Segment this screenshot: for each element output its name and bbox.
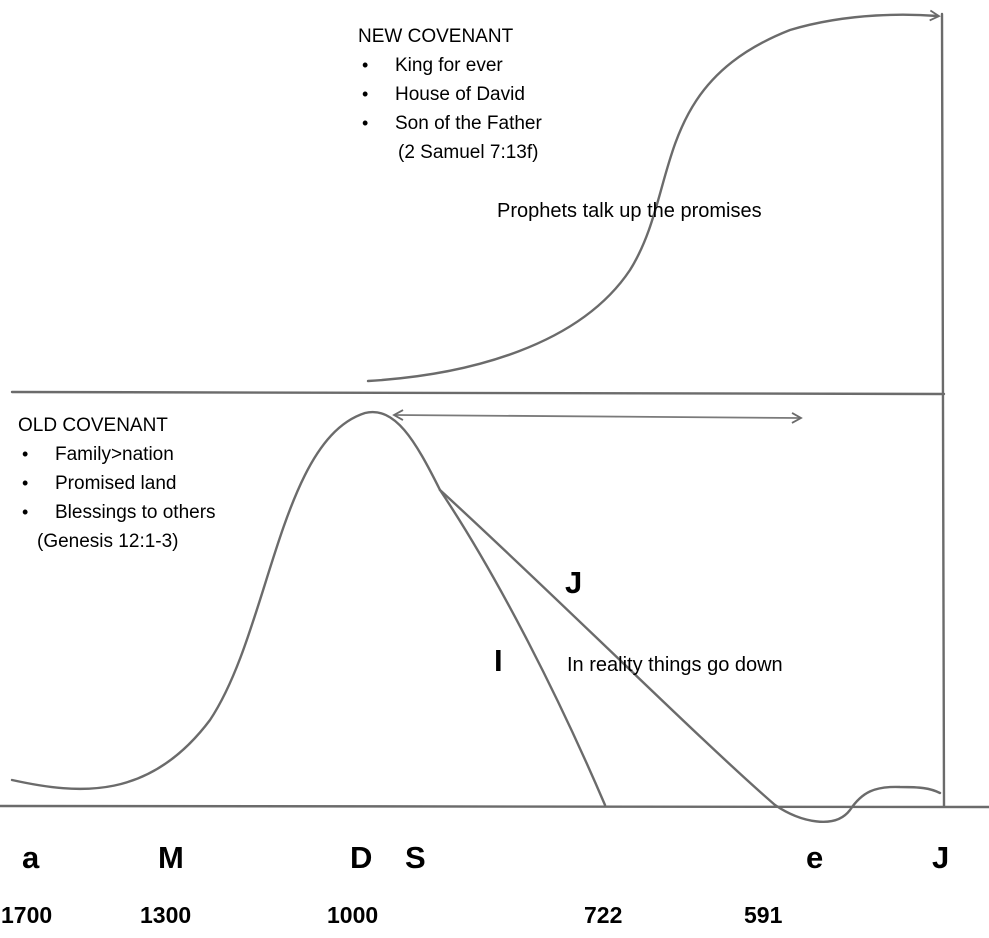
list-item: • Promised land [18,469,216,498]
list-item: • House of David [358,80,542,109]
bullet-icon: • [22,502,29,522]
branch-j-label: J [565,565,583,600]
old-covenant-reference: (Genesis 12:1-3) [37,531,179,552]
new-covenant-reference: (2 Samuel 7:13f) [398,142,539,163]
bullet-icon: • [362,84,369,104]
covenant-divider-line [10,390,946,396]
old-covenant-heading: OLD COVENANT [18,415,168,436]
old-covenant-block: OLD COVENANT • Family>nation • Promised la… [18,411,216,556]
year-1700: 1700 [1,902,53,928]
list-item: • Son of the Father [358,109,542,138]
timeline-letter-e: e [806,840,824,875]
year-1000: 1000 [327,902,379,928]
new-covenant-block: NEW COVENANT • King for ever • House of Da… [358,22,542,167]
list-item: • King for ever [358,51,542,80]
branch-i-line [438,488,607,807]
branch-j-line [438,488,777,807]
timeline-letter-s: S [405,840,426,875]
bullet-icon: • [22,473,29,493]
list-item: • Family>nation [18,440,216,469]
timeline-letter-d: D [350,840,373,875]
branch-i-label: I [494,643,503,678]
bullet-icon: • [362,113,369,133]
timeline-letter-m: M [158,840,184,875]
year-1300: 1300 [140,902,192,928]
double-arrow [392,409,803,424]
timeline-letter-j: J [932,840,950,875]
j-vertical-line [940,12,946,808]
year-722: 722 [584,902,623,928]
old-covenant-list: • Family>nation • Promised land • Blessings… [18,440,216,527]
reality-annotation: In reality things go down [567,654,783,676]
promises-curve [366,9,941,383]
new-covenant-list: • King for ever • House of David • Son of t… [358,51,542,138]
new-covenant-heading: NEW COVENANT [358,26,514,47]
timeline-baseline [0,804,989,809]
year-591: 591 [744,902,783,928]
exile-dip [773,785,942,823]
prophets-annotation: Prophets talk up the promises [497,200,762,222]
list-item: • Blessings to others [18,498,216,527]
bullet-icon: • [22,444,29,464]
timeline-letter-a: a [22,840,40,875]
bullet-icon: • [362,55,369,75]
